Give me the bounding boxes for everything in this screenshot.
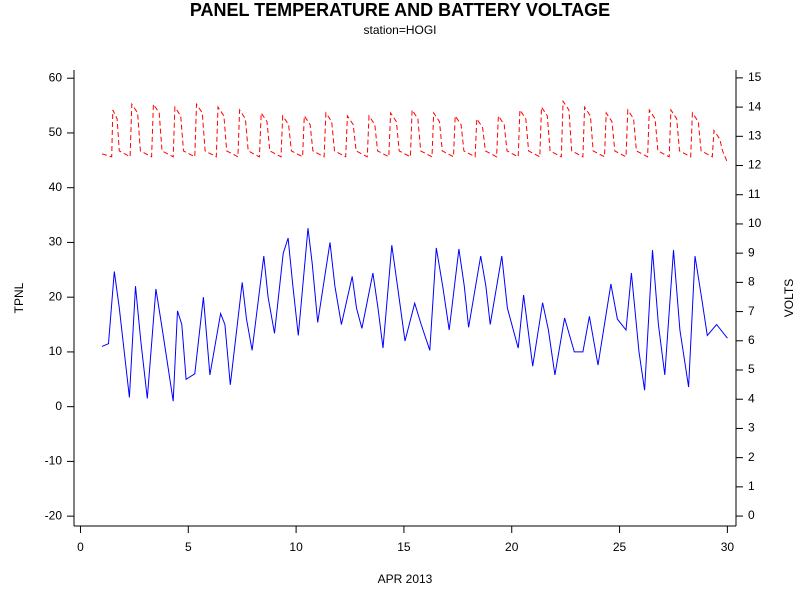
x-tick-label: 15 [397,540,411,554]
y2-tick-label: 4 [748,391,755,405]
y2-tick-label: 0 [748,508,755,522]
x-tick-label: 0 [77,540,84,554]
x-tick-label: 30 [721,540,735,554]
data-line [101,228,728,402]
y-tick-label: -10 [45,454,63,468]
y2-tick-label: 12 [748,158,762,172]
y2-tick-label: 5 [748,362,755,376]
y-tick-label: 40 [49,180,63,194]
data-line [101,99,728,163]
x-axis-label: APR 2013 [378,572,433,586]
chart-subtitle: station=HOGI [363,23,436,37]
y2-tick-label: 15 [748,70,762,84]
y-tick-label: 0 [55,399,62,413]
x-tick-label: 5 [185,540,192,554]
y2-tick-label: 6 [748,333,755,347]
y-tick-label: 20 [49,289,63,303]
y2-tick-label: 2 [748,450,755,464]
y2-tick-label: 14 [748,99,762,113]
y2-tick-label: 7 [748,304,755,318]
x-tick-label: 25 [613,540,627,554]
x-tick-label: 20 [505,540,519,554]
y2-tick-label: 3 [748,421,755,435]
y2-tick-label: 10 [748,216,762,230]
y-tick-label: 30 [49,235,63,249]
x-tick-label: 10 [289,540,303,554]
y2-axis-label: VOLTS [782,279,796,317]
y-tick-label: 60 [49,70,63,84]
y2-tick-label: 11 [748,187,761,201]
y2-tick-label: 9 [748,245,755,259]
y-axis-label: TPNL [12,282,26,313]
y2-tick-label: 13 [748,128,762,142]
y2-tick-label: 1 [748,479,755,493]
y-tick-label: 10 [49,344,63,358]
y-tick-label: -20 [45,508,63,522]
y-tick-label: 50 [49,125,63,139]
y2-tick-label: 8 [748,275,755,289]
chart-title: PANEL TEMPERATURE AND BATTERY VOLTAGE [190,0,610,20]
